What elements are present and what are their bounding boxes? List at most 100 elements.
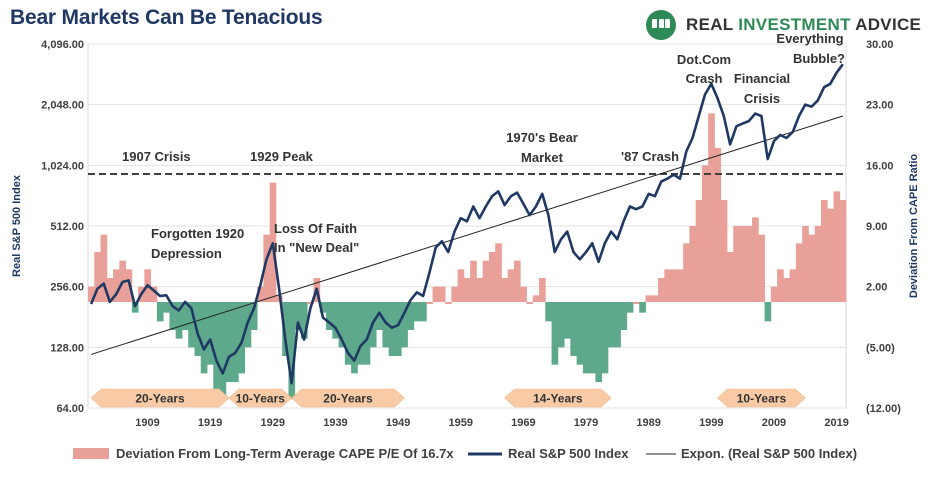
annotation: 1929 Peak [250,149,314,164]
x-tick-label: 1909 [135,417,159,429]
deviation-bar [720,200,728,302]
deviation-bar [181,302,189,330]
x-tick-label: 1979 [574,417,598,429]
deviation-bar [539,278,546,302]
deviation-bar [207,302,214,365]
deviation-bar [557,302,565,348]
deviation-bar [764,302,772,322]
deviation-bar [545,302,552,322]
deviation-bar [100,234,108,302]
deviation-bar [357,302,365,365]
y2-tick-label: 23.00 [866,100,894,112]
x-tick-label: 2009 [762,417,786,429]
legend-label: Expon. (Real S&P 500 Index) [681,446,857,461]
deviation-bar [758,234,765,302]
period-arrow [717,388,806,408]
brand-logo: REAL INVESTMENT ADVICE [646,8,921,42]
deviation-bar [263,234,271,302]
deviation-bar [570,302,578,356]
deviation-bar [714,148,722,302]
deviation-bar [363,302,371,365]
y2-tick-label: 30.00 [866,39,894,51]
deviation-bar [802,226,809,302]
deviation-bar [426,302,433,304]
deviation-bar [614,302,621,348]
deviation-bar [470,260,477,302]
deviation-bar [188,302,195,348]
x-tick-label: 1929 [261,417,285,429]
annotation: '87 Crash [621,149,679,164]
legend: Deviation From Long-Term Average CAPE P/… [73,446,857,461]
chart-title: Bear Markets Can Be Tenacious [10,6,323,29]
deviation-bar [676,269,684,302]
y-tick-label: 1,024.00 [41,160,84,172]
chart-bars-icon [646,10,676,40]
brand-name-part3: ADVICE [850,15,922,34]
annotation: Market [521,150,564,165]
y2-tick-label: (5.00) [866,342,895,354]
deviation-bar [827,208,834,302]
x-tick-label: 1989 [636,417,660,429]
deviation-bar [445,302,452,304]
x-tick-label: 1969 [511,417,535,429]
x-tick-label: 1939 [323,417,347,429]
deviation-bar [507,269,515,302]
annotations: 1907 Crisis 1929 Peak Forgotten 1920 Depres… [122,31,845,261]
deviation-bar [300,302,308,339]
deviation-bar [626,302,634,313]
brand-name-part1: REAL [686,15,739,34]
deviation-bar [156,302,164,322]
y-tick-label: 2,048.00 [41,100,84,112]
period-label: 14-Years [533,392,583,406]
deviation-bar [113,269,120,302]
deviation-bar [513,260,521,302]
annotation: Forgotten 1920 [151,226,244,241]
deviation-bar [551,302,559,365]
deviation-bar [589,302,596,374]
deviation-bar [564,302,571,339]
deviation-bar [495,243,502,302]
deviation-bar [169,302,177,330]
deviation-bar [645,295,653,302]
deviation-bar [338,302,346,348]
annotation: Financial [734,71,790,86]
deviation-bar [432,286,440,302]
deviation-bar [789,269,797,302]
deviation-bar [225,302,233,382]
deviation-bar [150,286,158,302]
deviation-bar [376,302,383,330]
trend-line [90,115,844,355]
legend-label: Real S&P 500 Index [508,446,629,461]
period-arrows: 20-Years 10-Years 20-Years 14-Years 10-Years [90,388,806,408]
annotation: Crash [686,71,723,86]
deviation-bar [326,302,333,330]
deviation-bar [482,260,490,302]
x-tick-label: 1959 [448,417,472,429]
deviation-bar [814,226,822,302]
deviation-bar [382,302,390,348]
deviation-bar [658,278,665,302]
period-label: 20-Years [323,392,373,406]
deviation-bar [238,302,246,374]
deviation-bar [701,165,709,302]
deviation-bar [633,302,640,304]
deviation-bar [639,302,646,313]
x-tick-label: 2019 [824,417,848,429]
annotation: In "New Deal" [274,240,359,255]
deviation-bar [257,286,264,302]
axes: 64.00 128.00 256.00 512.00 1,024.00 2,048.00 4… [11,39,920,429]
y2-tick-label: (12.00) [866,403,901,415]
y2-axis-label: Deviation From CAPE Ratio [908,154,920,299]
deviation-bar [708,113,715,302]
period-arrow [291,388,405,408]
annotation: Bubble? [793,51,845,66]
deviation-bar [175,302,183,339]
y-tick-label: 512.00 [50,221,84,233]
deviation-bar [288,302,296,400]
y2-tick-label: 2.00 [866,282,887,294]
deviation-bar [795,243,803,302]
deviation-bar [833,191,841,302]
annotation: 1907 Crisis [122,149,191,164]
deviation-bar [232,302,239,382]
deviation-bar [344,302,352,365]
